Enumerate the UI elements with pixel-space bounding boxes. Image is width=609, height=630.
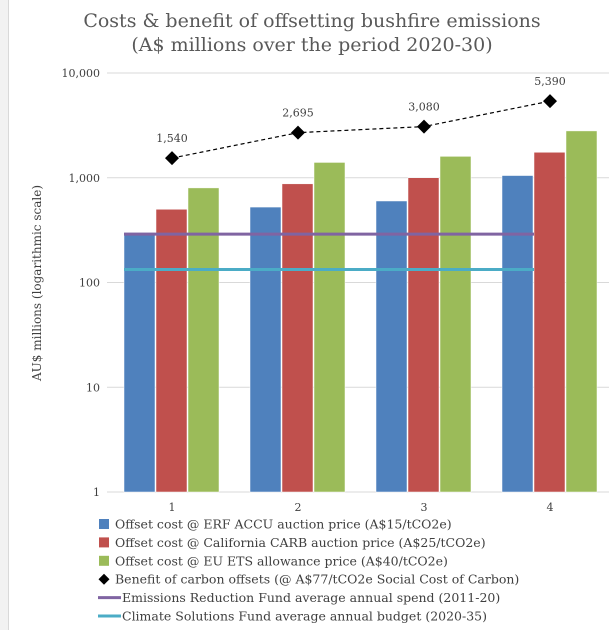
legend-entry: Benefit of carbon offsets (@ A$77/tCO2e … <box>115 572 519 587</box>
legend-marker <box>98 573 110 585</box>
bar <box>501 175 534 493</box>
bar <box>407 177 440 493</box>
bar <box>123 232 156 493</box>
bar <box>565 130 598 493</box>
bar <box>187 187 220 493</box>
legend-entry: Emissions Reduction Fund average annual … <box>122 590 500 605</box>
bar <box>249 206 282 493</box>
benefit-line <box>171 100 551 159</box>
diamond-marker <box>291 125 305 140</box>
chart-title-line-1: Costs & benefit of offsetting bushfire e… <box>83 10 540 32</box>
chart-title-line-2: (A$ millions over the period 2020-30) <box>131 34 492 56</box>
legend-entry: Offset cost @ California CARB auction pr… <box>115 535 486 550</box>
bar <box>375 200 408 493</box>
x-tick-label: 4 <box>547 501 554 514</box>
diamond-marker <box>165 151 179 166</box>
y-tick-label: 10 <box>86 381 100 394</box>
diamond-marker <box>543 94 557 109</box>
diamond-marker <box>417 119 431 134</box>
bar <box>281 183 314 493</box>
bar <box>313 162 346 493</box>
bar <box>533 152 566 493</box>
data-label: 3,080 <box>408 101 440 114</box>
legend-entry: Offset cost @ EU ETS allowance price (A$… <box>115 553 448 568</box>
x-tick-label: 2 <box>295 501 302 514</box>
y-axis-label: AU$ millions (logarithmic scale) <box>30 185 44 382</box>
legend-swatch <box>99 537 109 548</box>
x-tick-label: 3 <box>421 501 428 514</box>
legend-swatch <box>99 519 109 529</box>
x-tick-label: 1 <box>169 501 176 514</box>
chart: Costs & benefit of offsetting bushfire e… <box>30 10 609 624</box>
y-tick-label: 1,000 <box>69 172 101 185</box>
bar <box>155 209 188 493</box>
bar <box>439 156 472 493</box>
data-label: 2,695 <box>282 107 314 120</box>
data-label: 1,540 <box>156 132 188 145</box>
chart-frame: Costs & benefit of offsetting bushfire e… <box>8 0 609 630</box>
y-tick-label: 100 <box>79 277 100 290</box>
y-tick-label: 1 <box>93 486 100 499</box>
legend-entry: Climate Solutions Fund average annual bu… <box>122 609 487 624</box>
legend-entry: Offset cost @ ERF ACCU auction price (A$… <box>115 517 452 532</box>
data-label: 5,390 <box>534 75 566 88</box>
legend-swatch <box>99 555 109 566</box>
y-tick-label: 10,000 <box>62 67 101 80</box>
